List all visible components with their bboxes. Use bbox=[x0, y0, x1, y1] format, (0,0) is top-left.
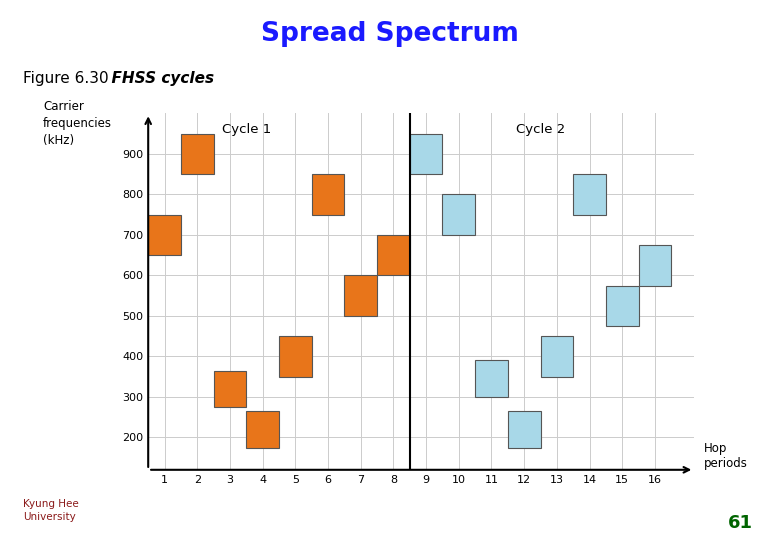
Bar bbox=[508, 411, 541, 448]
Bar bbox=[410, 133, 442, 174]
Bar bbox=[475, 361, 508, 397]
Bar bbox=[344, 275, 377, 316]
Text: Carrier
frequencies
(kHz): Carrier frequencies (kHz) bbox=[43, 100, 112, 147]
Bar bbox=[312, 174, 344, 214]
Bar bbox=[442, 194, 475, 235]
Bar bbox=[377, 235, 410, 275]
Bar bbox=[279, 336, 312, 377]
Text: Spread Spectrum: Spread Spectrum bbox=[261, 21, 519, 47]
Text: Figure 6.30: Figure 6.30 bbox=[23, 71, 109, 86]
Bar bbox=[214, 370, 246, 407]
Bar bbox=[541, 336, 573, 377]
Text: Kyung Hee
University: Kyung Hee University bbox=[23, 499, 79, 522]
Text: Hop
periods: Hop periods bbox=[704, 442, 748, 470]
Bar bbox=[573, 174, 606, 214]
Bar bbox=[181, 133, 214, 174]
Bar bbox=[246, 411, 279, 448]
Text: Cycle 2: Cycle 2 bbox=[516, 123, 566, 136]
Text: 61: 61 bbox=[728, 514, 753, 532]
Bar bbox=[148, 214, 181, 255]
Text: FHSS cycles: FHSS cycles bbox=[101, 71, 214, 86]
Bar bbox=[606, 286, 639, 326]
Bar bbox=[639, 245, 672, 286]
Text: Cycle 1: Cycle 1 bbox=[222, 123, 271, 136]
